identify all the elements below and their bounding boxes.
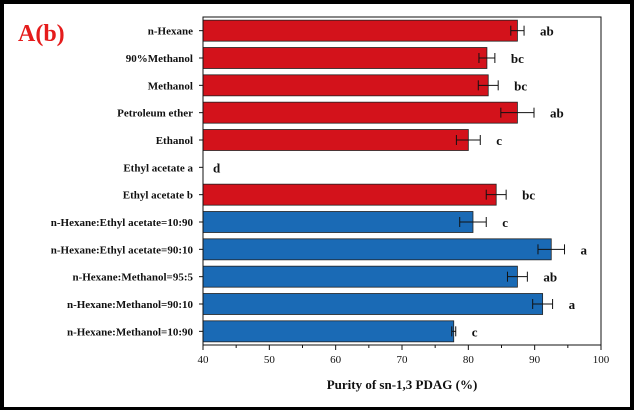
x-tick-label: 80 [463, 354, 475, 366]
category-label: n-Hexane:Methanol=90:10 [67, 299, 194, 311]
bar [202, 211, 474, 233]
significance-label: ab [543, 270, 557, 285]
bar [202, 74, 489, 97]
x-tick-label: 60 [330, 354, 342, 366]
bar [202, 320, 455, 343]
significance-label: ab [540, 24, 554, 39]
category-label: Ethanol [156, 135, 193, 147]
bar [202, 293, 544, 315]
category-label: n-Hexane:Ethyl acetate=90:10 [51, 244, 194, 256]
x-tick-label: 40 [198, 354, 210, 366]
significance-label: ab [550, 106, 564, 121]
x-tick-label: 70 [397, 354, 409, 366]
significance-label: c [496, 133, 502, 148]
category-label: Ethyl acetate b [123, 190, 193, 202]
x-tick-label: 50 [264, 354, 276, 366]
x-tick-label: 90 [529, 354, 541, 366]
significance-label: bc [522, 188, 535, 203]
x-tick-label: 100 [593, 354, 610, 366]
significance-label: d [213, 160, 221, 175]
chart-panel: A(b) n-Hexane ab 90%Methanol bc Methanol bc Pet… [4, 4, 630, 407]
category-label: n-Hexane:Methanol=10:90 [67, 326, 194, 338]
category-label: Ethyl acetate a [123, 162, 193, 174]
x-axis-label: Purity of sn-1,3 PDAG (%) [327, 377, 478, 392]
bar [202, 183, 497, 206]
significance-label: a [569, 297, 576, 312]
category-label: n-Hexane:Methanol=95:5 [72, 272, 193, 284]
significance-label: bc [511, 51, 524, 66]
bar [202, 101, 518, 124]
category-label: n-Hexane:Ethyl acetate=10:90 [51, 217, 194, 229]
bar [202, 19, 518, 42]
significance-label: bc [514, 78, 527, 93]
significance-label: a [581, 242, 588, 257]
panel-label: A(b) [18, 21, 65, 47]
significance-label: c [502, 215, 508, 230]
category-label: Petroleum ether [117, 108, 193, 120]
category-label: 90%Methanol [126, 53, 193, 65]
significance-label: c [472, 324, 478, 339]
category-label: n-Hexane [148, 26, 193, 38]
category-label: Methanol [148, 80, 193, 92]
bar-chart: A(b) n-Hexane ab 90%Methanol bc Methanol bc Pet… [18, 16, 610, 392]
bar [202, 238, 552, 261]
bar [202, 265, 518, 288]
bar [202, 129, 469, 151]
bar [202, 47, 488, 69]
